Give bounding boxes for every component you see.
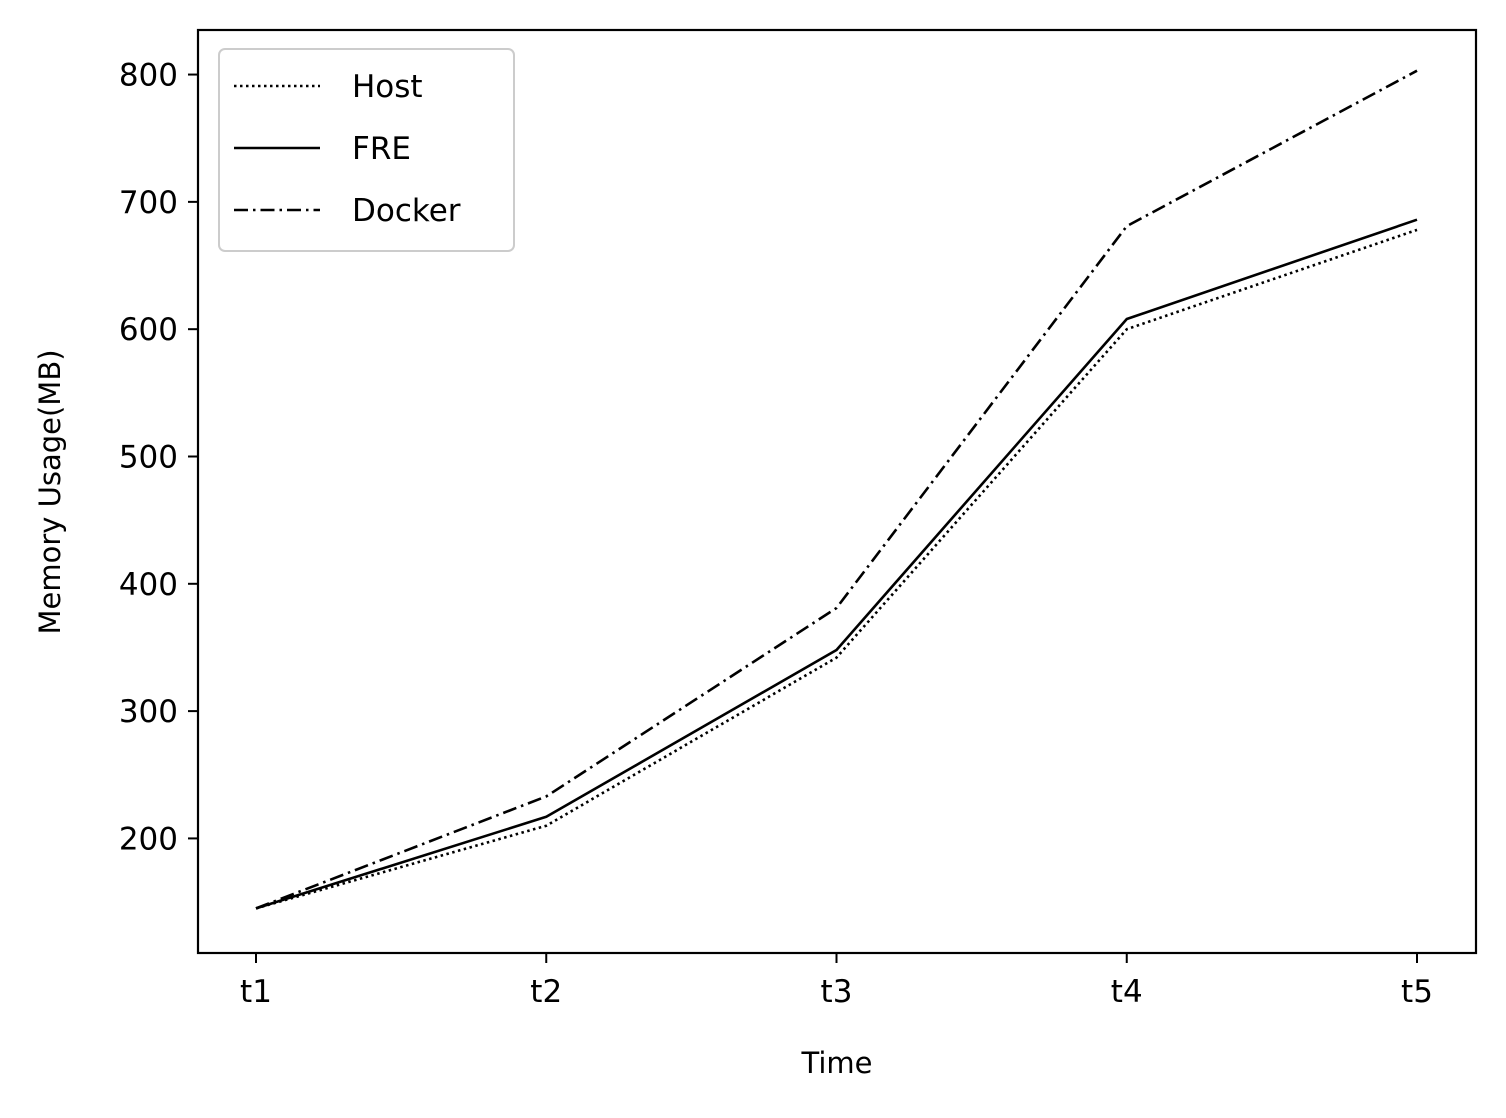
x-tick-label: t3	[821, 974, 853, 1010]
series-layer	[255, 69, 1418, 910]
y-tick-label: 200	[119, 821, 178, 857]
y-tick-label: 600	[119, 312, 178, 348]
x-tick-label: t4	[1111, 974, 1143, 1010]
x-tick-label: t5	[1401, 974, 1433, 1010]
legend: Host FRE Docker	[218, 48, 515, 252]
y-tick-label: 400	[119, 567, 178, 603]
x-tick-label: t2	[530, 974, 562, 1010]
y-tick-label: 700	[119, 185, 178, 221]
legend-label-host: Host	[352, 69, 423, 105]
series-line-docker	[255, 69, 1418, 910]
series-line-host	[255, 228, 1418, 910]
x-axis-label: Time	[801, 1046, 873, 1080]
y-tick-label: 300	[119, 694, 178, 730]
axes-layer: t1 t2 t3 t4 t5 200 300 400 500 600 700 800	[119, 28, 1478, 1010]
y-tick-label: 800	[119, 58, 178, 94]
legend-label-docker: Docker	[352, 193, 461, 229]
legend-label-fre: FRE	[352, 131, 411, 167]
x-tick-label: t1	[240, 974, 272, 1010]
series-line-fre	[255, 218, 1418, 910]
legend-box	[218, 48, 515, 252]
y-axis-label: Memory Usage(MB)	[33, 349, 67, 634]
y-tick-label: 500	[119, 439, 178, 475]
